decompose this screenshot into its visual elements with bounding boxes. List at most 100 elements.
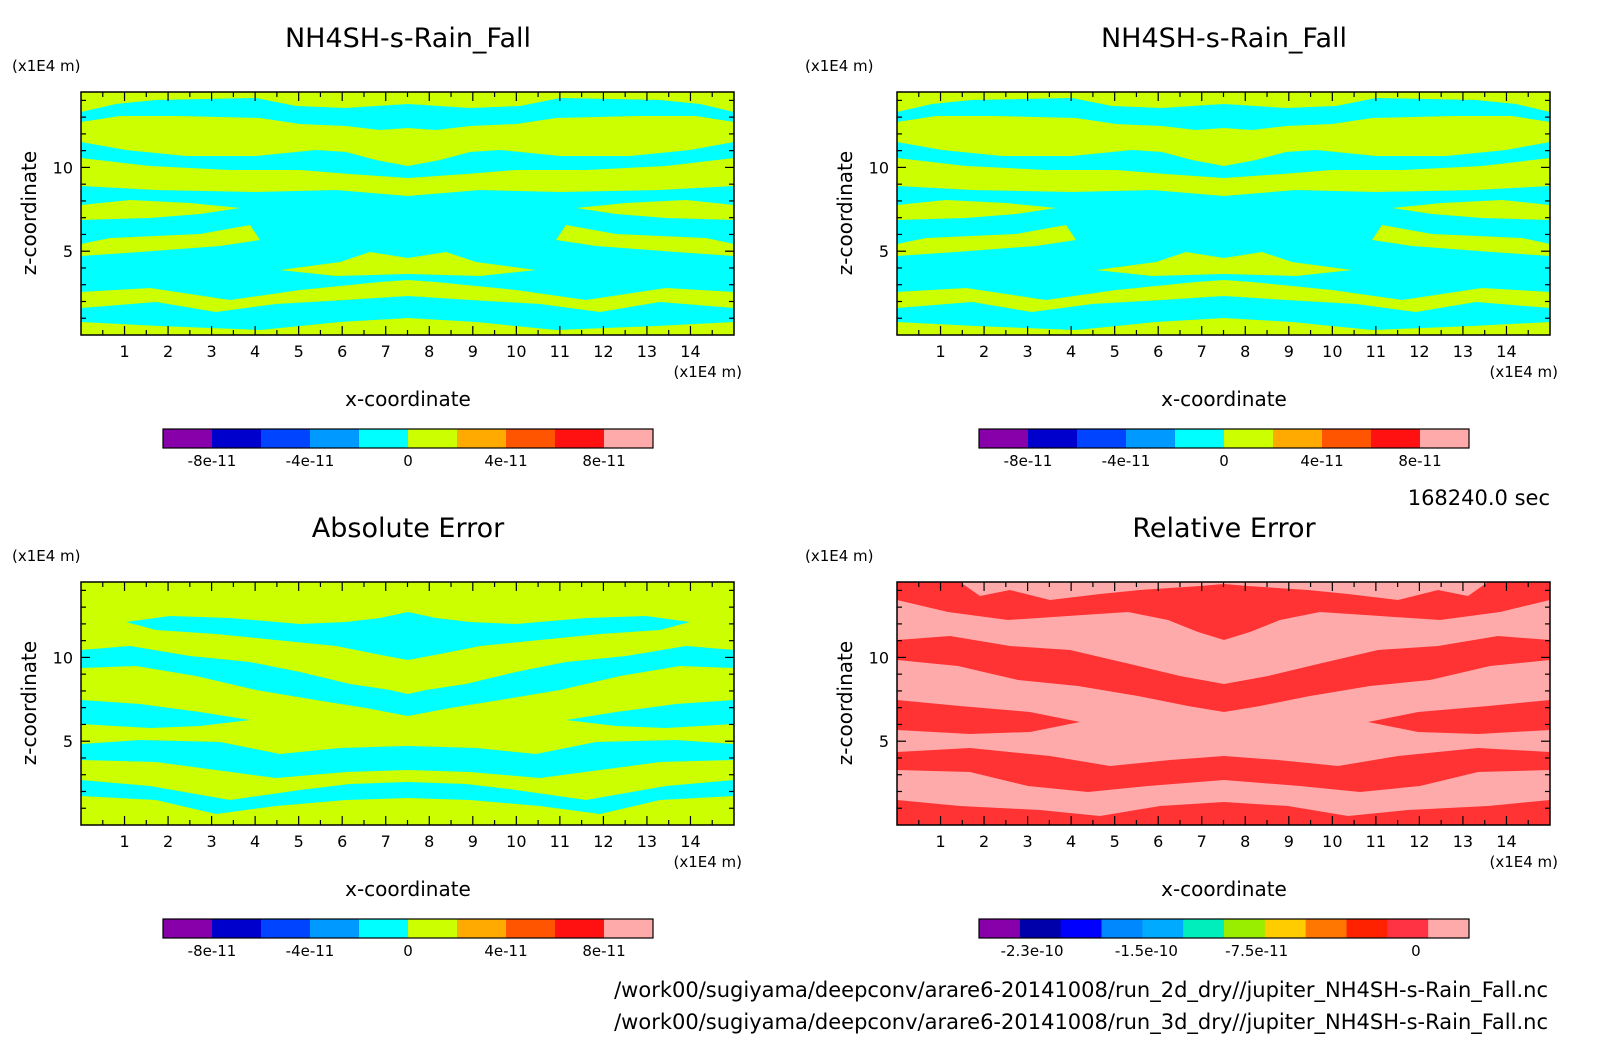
x-tick-label: 2 [979, 832, 989, 851]
y-tick-label: 5 [879, 732, 889, 751]
x-tick-label: 12 [593, 832, 613, 851]
x-tick-label: 8 [1240, 832, 1250, 851]
panel-title: NH4SH-s-Rain_Fall [285, 23, 531, 54]
y-axis-label: z-coordinate [17, 641, 41, 765]
time-label: 168240.0 sec [1408, 486, 1550, 510]
x-unit-label: (x1E4 m) [1489, 363, 1558, 381]
y-tick-label: 10 [869, 158, 889, 177]
colorbar-label: -2.3e-10 [1001, 942, 1064, 960]
colorbar-swatch [1028, 429, 1078, 448]
colorbar-swatch [163, 429, 213, 448]
colorbar-swatch [1142, 919, 1184, 938]
x-tick-label: 7 [381, 342, 391, 361]
colorbar: -2.3e-10 -1.5e-10 -7.5e-11 0 [978, 918, 1470, 960]
x-tick-label: 1 [935, 832, 945, 851]
x-axis-label: x-coordinate [345, 387, 471, 411]
colorbar-label: -4e-11 [286, 452, 335, 470]
y-ticks: 5 10 [869, 589, 1550, 809]
x-axis-label: x-coordinate [345, 877, 471, 901]
y-unit-label: (x1E4 m) [12, 547, 81, 565]
contour-band [81, 612, 734, 814]
colorbar-label: 8e-11 [582, 942, 625, 960]
x-tick-label: 7 [1197, 832, 1207, 851]
y-tick-label: 10 [53, 648, 73, 667]
plot-area [897, 92, 1550, 335]
colorbar-frame [978, 918, 1470, 939]
y-axis-label: z-coordinate [17, 151, 41, 275]
colorbar-label: -4e-11 [1102, 452, 1151, 470]
x-tick-label: 14 [680, 832, 700, 851]
colorbar: -8e-11 -4e-11 0 4e-11 8e-11 [162, 428, 654, 470]
x-tick-label: 11 [550, 832, 570, 851]
x-tick-label: 9 [1284, 832, 1294, 851]
plot-area [81, 92, 734, 335]
x-tick-label: 9 [468, 832, 478, 851]
x-axis-label: x-coordinate [1161, 877, 1287, 901]
contour-band [897, 92, 1550, 335]
y-axis-label: z-coordinate [833, 151, 857, 275]
x-tick-label: 14 [1496, 342, 1516, 361]
footer-file-path-2: /work00/sugiyama/deepconv/arare6-2014100… [614, 1010, 1548, 1035]
x-ticks: 1 2 3 4 5 6 7 8 9 10 11 12 13 14 [102, 582, 713, 851]
x-tick-label: 6 [1153, 832, 1163, 851]
x-tick-label: 8 [424, 342, 434, 361]
colorbar-swatch [163, 919, 213, 938]
x-tick-label: 1 [119, 832, 129, 851]
x-tick-label: 12 [1409, 832, 1429, 851]
x-tick-label: 6 [1153, 342, 1163, 361]
x-tick-label: 3 [207, 342, 217, 361]
colorbar-label: 4e-11 [484, 452, 527, 470]
colorbar-label: 0 [1219, 452, 1229, 470]
colorbar-swatch [1371, 429, 1421, 448]
x-tick-label: 5 [1110, 342, 1120, 361]
colorbar-swatch [1077, 429, 1127, 448]
x-tick-label: 1 [119, 342, 129, 361]
x-tick-label: 10 [1322, 832, 1342, 851]
x-tick-label: 3 [1023, 342, 1033, 361]
colorbar-label: -8e-11 [188, 452, 237, 470]
panel-p1: NH4SH-s-Rain_Fall (x1E4 m) 1 2 3 4 5 6 7 8 9 10 11… [12, 23, 742, 470]
x-tick-label: 14 [1496, 832, 1516, 851]
x-tick-label: 6 [337, 832, 347, 851]
y-tick-label: 5 [63, 242, 73, 261]
colorbar-swatch [1387, 919, 1429, 938]
x-ticks: 1 2 3 4 5 6 7 8 9 10 11 12 13 14 [918, 582, 1529, 851]
x-tick-label: 1 [935, 342, 945, 361]
x-tick-label: 8 [424, 832, 434, 851]
colorbar-label: 8e-11 [582, 452, 625, 470]
colorbar-swatch [604, 919, 654, 938]
x-tick-label: 11 [550, 342, 570, 361]
x-tick-label: 5 [294, 832, 304, 851]
colorbar-swatch [359, 919, 409, 938]
contour-band [81, 92, 734, 335]
colorbar-swatch [1019, 919, 1062, 938]
x-tick-label: 10 [506, 342, 526, 361]
contour-band [897, 582, 1550, 825]
x-tick-label: 11 [1366, 342, 1386, 361]
x-tick-label: 10 [1322, 342, 1342, 361]
x-tick-label: 12 [1409, 342, 1429, 361]
colorbar-swatch [1101, 919, 1143, 938]
colorbar-swatch [1420, 429, 1470, 448]
colorbar-swatch [310, 429, 360, 448]
colorbar-label: 0 [403, 452, 413, 470]
colorbar-swatch [408, 919, 458, 938]
colorbar-label: 4e-11 [484, 942, 527, 960]
y-ticks: 5 10 [869, 99, 1550, 319]
x-tick-label: 6 [337, 342, 347, 361]
y-unit-label: (x1E4 m) [805, 547, 874, 565]
y-tick-label: 10 [869, 648, 889, 667]
colorbar-swatch [408, 429, 458, 448]
colorbar-swatch [212, 429, 262, 448]
x-tick-label: 2 [979, 342, 989, 361]
colorbar-swatch [1183, 919, 1225, 938]
colorbar-label: 0 [1411, 942, 1421, 960]
colorbar-swatch [1264, 919, 1307, 938]
y-unit-label: (x1E4 m) [805, 57, 874, 75]
colorbar-label: -1.5e-10 [1115, 942, 1178, 960]
colorbar-swatch [261, 919, 311, 938]
colorbar-swatch [457, 919, 507, 938]
x-tick-label: 2 [163, 342, 173, 361]
colorbar-swatch [1322, 429, 1372, 448]
